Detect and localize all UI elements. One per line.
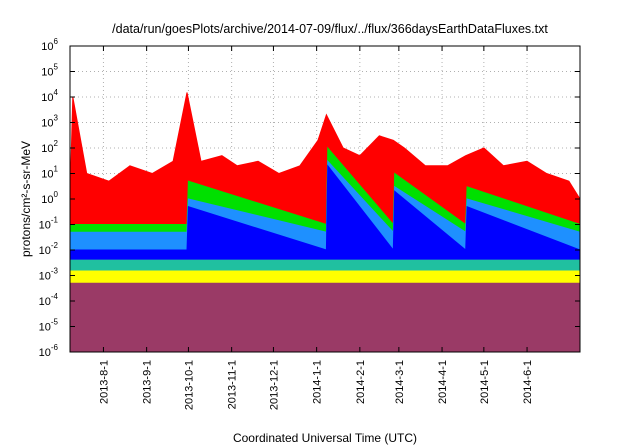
x-tick-label: 2013-12-1: [268, 360, 280, 410]
x-tick-label: 2013-10-1: [183, 360, 195, 410]
y-tick-label: 10-6: [39, 343, 59, 359]
y-tick-label: 10-1: [39, 216, 59, 232]
x-tick-label: 2014-4-1: [437, 360, 449, 404]
y-tick-label: 103: [41, 114, 58, 130]
x-tick-label: 2013-8-1: [98, 360, 110, 404]
y-tick-label: 10-4: [39, 292, 59, 308]
x-tick-label: 2013-11-1: [227, 360, 239, 409]
x-tick-label: 2013-9-1: [142, 360, 154, 404]
y-tick-label: 100: [41, 190, 58, 206]
y-tick-label: 106: [41, 37, 58, 53]
x-tick-label: 2014-6-1: [522, 360, 534, 404]
x-axis-ticks: 2013-8-1 2013-9-1 2013-10-1 2013-11-1 2013-1…: [98, 46, 534, 410]
x-tick-label: 2014-5-1: [479, 360, 491, 404]
x-axis-label: Coordinated Universal Time (UTC): [233, 431, 417, 445]
y-axis-label: protons/cm²-s-sr-MeV: [19, 141, 33, 257]
chart-title: /data/run/goesPlots/archive/2014-07-09/f…: [112, 22, 548, 36]
y-tick-label: 10-2: [39, 241, 59, 257]
y-tick-label: 105: [41, 63, 58, 79]
x-tick-label: 2014-3-1: [394, 360, 406, 404]
y-tick-label: 10-3: [39, 267, 59, 283]
y-tick-label: 10-5: [39, 318, 59, 334]
y-tick-label: 102: [41, 139, 58, 155]
y-tick-label: 104: [41, 88, 58, 104]
data-series: [69, 92, 581, 353]
x-tick-label: 2014-1-1: [312, 360, 324, 404]
y-tick-label: 101: [41, 165, 58, 181]
x-tick-label: 2014-2-1: [355, 360, 367, 404]
series-area-channel_maroon: [69, 282, 581, 353]
